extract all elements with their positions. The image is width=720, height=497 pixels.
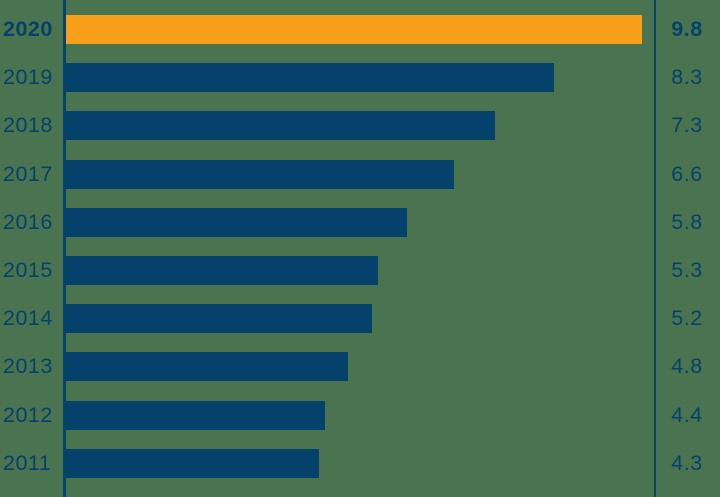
year-label: 2018	[3, 113, 53, 138]
bar	[66, 448, 319, 478]
axis-baseline	[63, 0, 66, 497]
chart-row-line: 2015 5.3	[0, 255, 720, 285]
year-label: 2017	[3, 161, 53, 186]
bar	[66, 159, 455, 189]
chart-row: 2011 4.3	[0, 448, 720, 497]
chart-row-line: 2017 6.6	[0, 159, 720, 189]
value-label: 4.3	[671, 450, 703, 475]
bar	[66, 63, 555, 93]
value-label: 9.8	[671, 17, 703, 41]
year-label: 2016	[3, 209, 53, 234]
value-label: 5.2	[671, 306, 703, 331]
chart-row-line: 2020 9.8	[0, 15, 720, 44]
chart-row-line: 2013 4.8	[0, 352, 720, 382]
chart-row: 2014 5.2	[0, 304, 720, 352]
value-label: 7.3	[671, 113, 703, 138]
value-label: 6.6	[671, 161, 703, 186]
value-column-separator	[654, 0, 656, 497]
year-label: 2020	[3, 17, 53, 41]
year-label: 2012	[3, 402, 53, 427]
chart-row: 2017 6.6	[0, 159, 720, 208]
chart-row: 2018 7.3	[0, 111, 720, 159]
bar	[66, 352, 349, 382]
bar	[66, 207, 408, 237]
bar	[66, 304, 372, 334]
chart-row: 2013 4.8	[0, 352, 720, 400]
value-label: 4.4	[671, 402, 703, 427]
chart-row-line: 2014 5.2	[0, 304, 720, 334]
value-label: 5.8	[671, 209, 703, 234]
year-label: 2011	[3, 450, 52, 475]
chart-rows: 2020 9.8 2019 8.3 2018 7.3 2017 6.6 2016 5.8 2015 5…	[0, 15, 720, 497]
bar	[66, 255, 378, 285]
chart-row-line: 2012 4.4	[0, 400, 720, 430]
chart-row-line: 2011 4.3	[0, 448, 720, 478]
chart-row: 2016 5.8	[0, 207, 720, 256]
value-label: 4.8	[671, 354, 703, 379]
chart-row: 2019 8.3	[0, 63, 720, 111]
bar	[66, 400, 325, 430]
year-label: 2019	[3, 65, 53, 90]
chart-row: 2015 5.3	[0, 255, 720, 304]
value-label: 8.3	[671, 65, 703, 90]
bar-highlighted	[66, 15, 643, 44]
chart-row-line: 2016 5.8	[0, 207, 720, 237]
chart-row-line: 2018 7.3	[0, 111, 720, 141]
bar	[66, 111, 496, 141]
year-label: 2015	[3, 257, 53, 282]
year-label: 2014	[3, 306, 53, 331]
chart-row: 2012 4.4	[0, 400, 720, 449]
chart-row: 2020 9.8	[0, 15, 720, 63]
value-label: 5.3	[671, 257, 703, 282]
chart-row-line: 2019 8.3	[0, 63, 720, 93]
year-label: 2013	[3, 354, 53, 379]
